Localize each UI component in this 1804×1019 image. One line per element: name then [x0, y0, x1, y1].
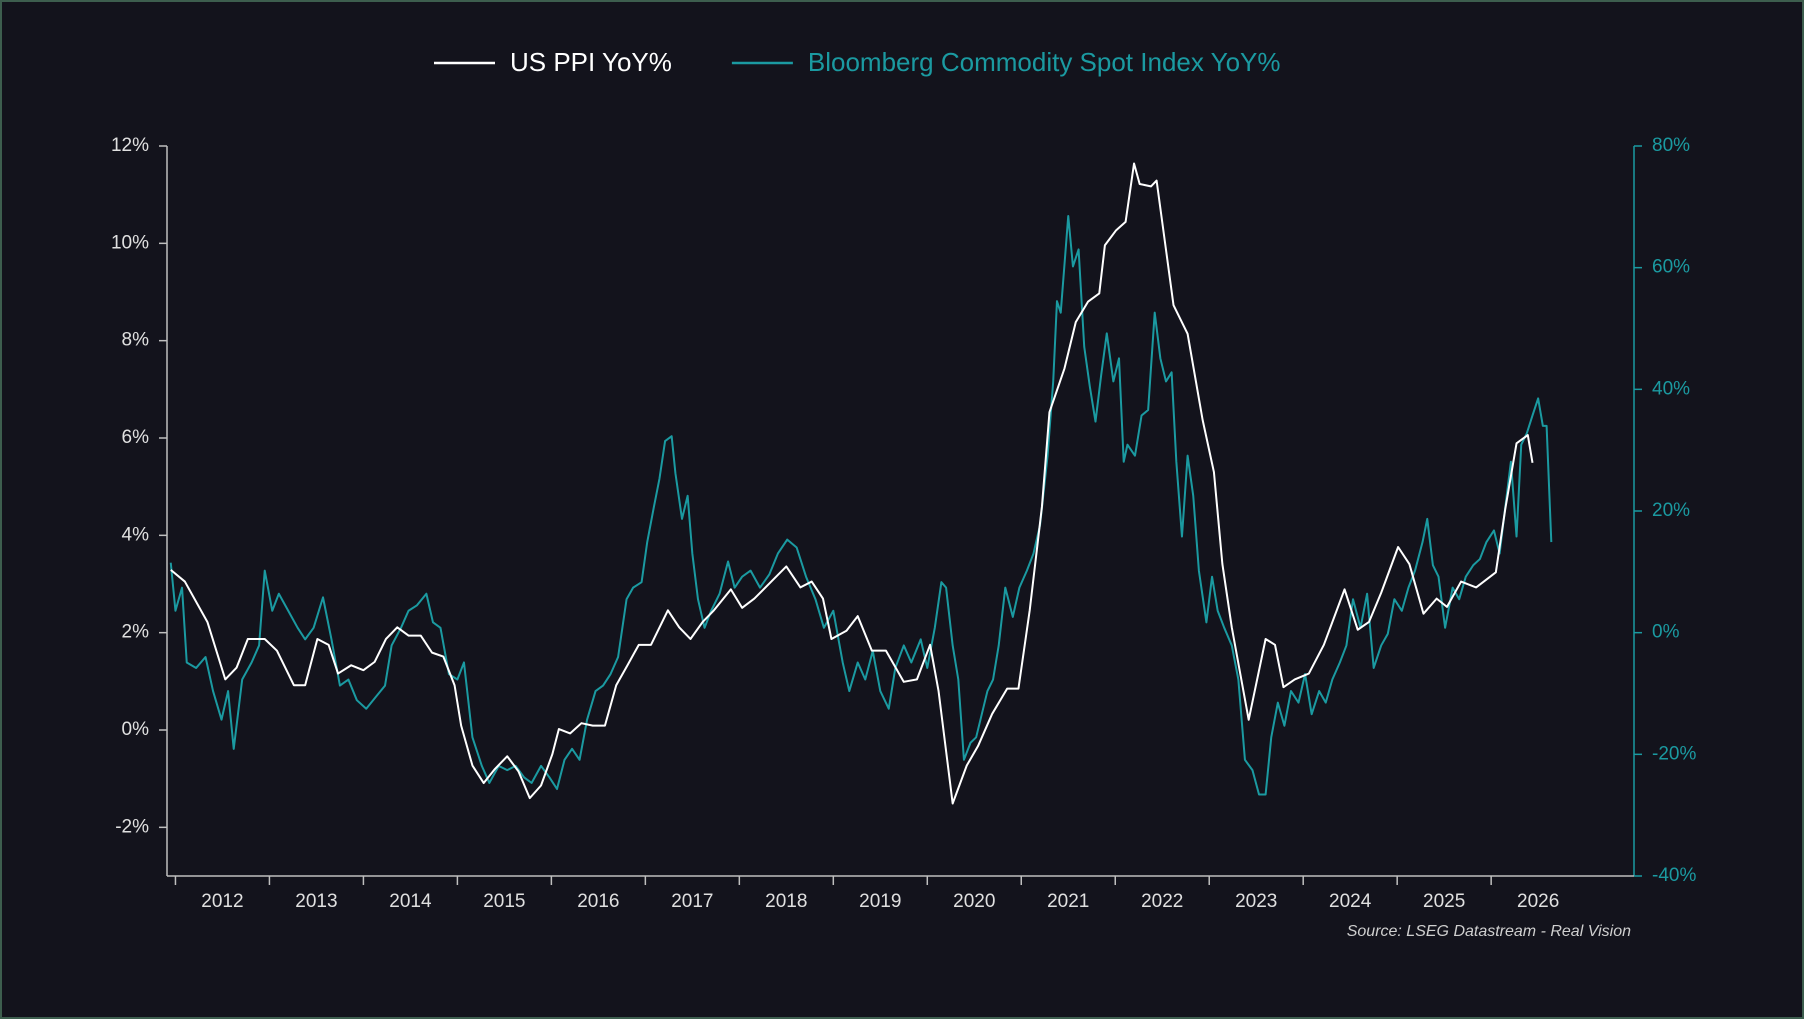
y2-tick-label: 80% — [1652, 135, 1690, 156]
y2-tick-label: 20% — [1652, 500, 1690, 521]
x-tick-label: 2026 — [1517, 891, 1559, 912]
y2-tick-label: 0% — [1652, 622, 1680, 643]
y-tick-label: -2% — [115, 816, 149, 837]
y-tick-label: 10% — [111, 232, 149, 253]
x-tick-label: 2021 — [1047, 891, 1089, 912]
y-tick-label: 2% — [122, 622, 150, 643]
x-tick-label: 2024 — [1329, 891, 1372, 912]
y2-tick-label: -40% — [1652, 865, 1696, 886]
x-tick-label: 2020 — [953, 891, 995, 912]
series-line — [170, 162, 1534, 805]
legend-label: Bloomberg Commodity Spot Index YoY% — [808, 47, 1281, 77]
y-tick-label: 8% — [122, 330, 150, 351]
x-tick-label: 2022 — [1141, 891, 1183, 912]
y-tick-label: 12% — [111, 135, 149, 156]
x-tick-label: 2023 — [1235, 891, 1277, 912]
x-tick-label: 2013 — [295, 891, 337, 912]
x-tick-label: 2017 — [671, 891, 713, 912]
legend-label: US PPI YoY% — [510, 47, 672, 77]
y-tick-label: 4% — [122, 524, 150, 545]
y-tick-label: 6% — [122, 427, 150, 448]
x-tick-label: 2014 — [389, 891, 432, 912]
y-tick-label: 0% — [122, 719, 150, 740]
source-note: Source: LSEG Datastream - Real Vision — [1347, 923, 1631, 940]
series-line — [169, 214, 1553, 796]
x-tick-label: 2025 — [1423, 891, 1465, 912]
x-tick-label: 2015 — [483, 891, 525, 912]
x-tick-label: 2019 — [859, 891, 901, 912]
x-tick-label: 2012 — [201, 891, 243, 912]
y2-tick-label: 60% — [1652, 257, 1690, 278]
y2-tick-label: 40% — [1652, 378, 1690, 399]
y2-tick-label: -20% — [1652, 743, 1696, 764]
x-tick-label: 2016 — [577, 891, 619, 912]
x-tick-label: 2018 — [765, 891, 807, 912]
